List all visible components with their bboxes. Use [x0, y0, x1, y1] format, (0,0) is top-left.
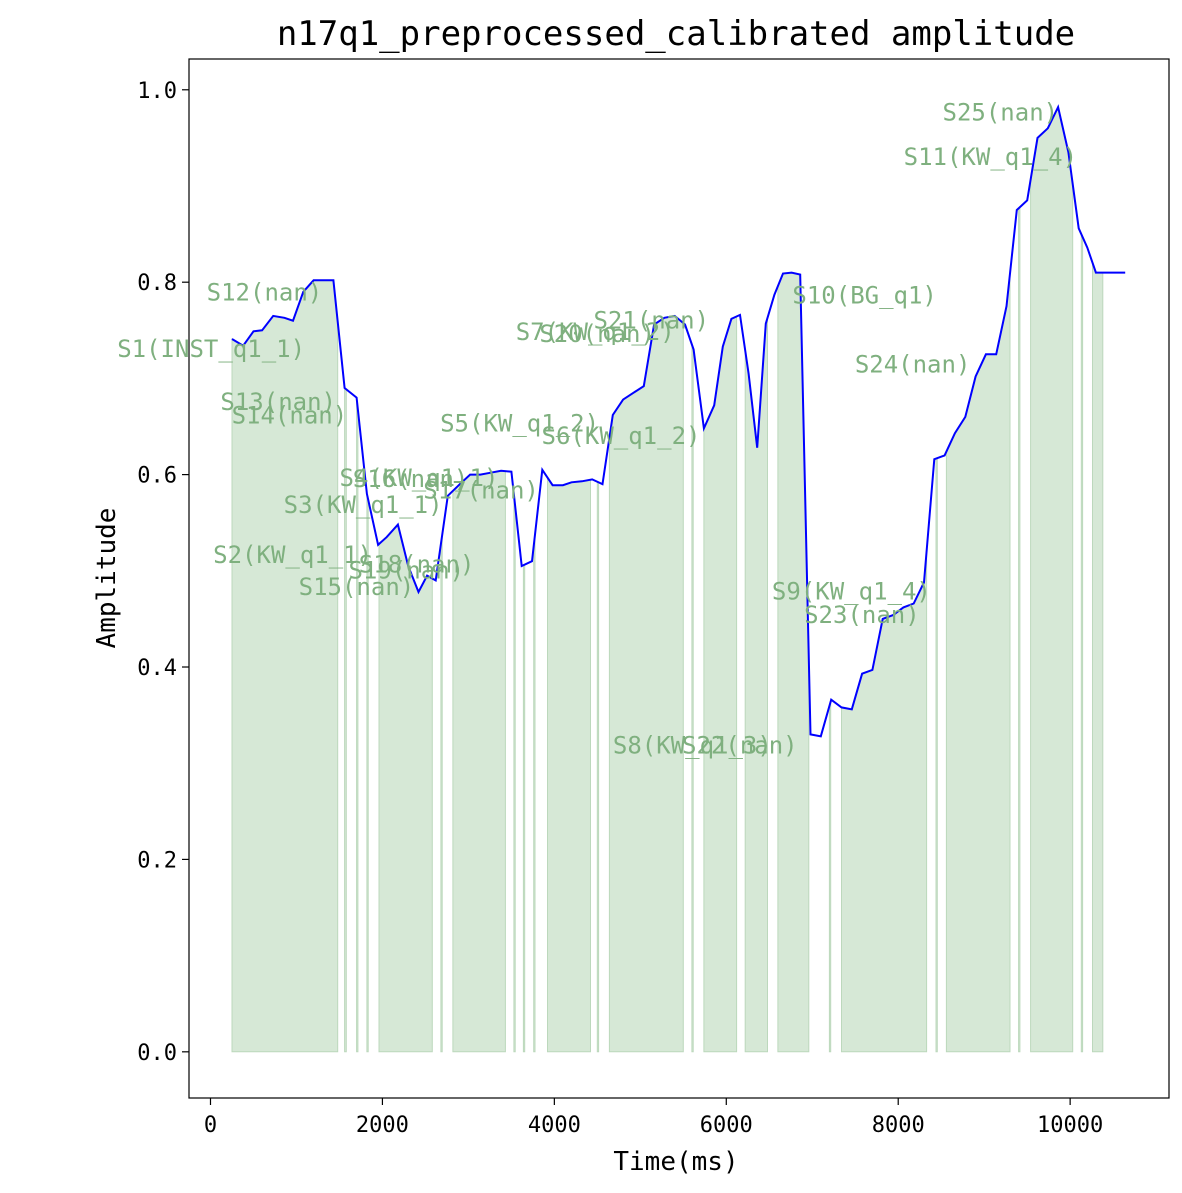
chart-title: n17q1_preprocessed_calibrated amplitude [277, 14, 1075, 54]
segment-annotation: S24(nan) [855, 351, 971, 379]
y-axis-label: Amplitude [92, 508, 122, 649]
y-tick-label: 0.8 [137, 271, 177, 296]
segment-annotation: S14(nan) [232, 402, 348, 430]
segment-annotation: S12(nan) [207, 278, 323, 306]
segment-band [522, 563, 526, 1053]
segment-annotation: S8(KW_q1_3) [613, 732, 772, 760]
segment-annotation: S6(KW_q1_2) [542, 422, 701, 450]
segment-annotation: S22(nan) [682, 732, 798, 760]
segment-annotation: S20(nan) [539, 320, 655, 348]
annotations-layer: S1(INST_q1_1) S2(KW_q1_1) S3(KW_q1_1)S4(KW… [117, 99, 1077, 760]
segment-band [440, 535, 443, 1053]
x-tick-label: 2000 [356, 1113, 409, 1138]
x-tick-label: 10000 [1037, 1113, 1103, 1138]
segment-annotation: S21(nan) [593, 306, 709, 334]
x-tick-label: 4000 [528, 1113, 581, 1138]
segment-annotation: S4(KW_q1_1) [340, 464, 499, 492]
segment-band [744, 317, 768, 1053]
segment-annotation: S2(KW_q1_1) [213, 541, 372, 569]
segments-layer [231, 105, 1104, 1053]
segment-band [1080, 233, 1084, 1053]
segment-annotation: S25(nan) [943, 99, 1059, 127]
x-tick-label: 6000 [700, 1113, 753, 1138]
segment-band [935, 457, 938, 1053]
segment-annotation: S15(nan) [299, 573, 415, 601]
segment-annotation: S23(nan) [804, 601, 920, 629]
segment-annotation: S7(KW_q1_2) [516, 318, 675, 346]
segment-band [547, 475, 591, 1053]
segment-annotation: S17(nan) [423, 477, 539, 505]
segment-annotation: S19(nan) [348, 557, 464, 585]
y-tick-label: 1.0 [137, 79, 177, 104]
segment-band [596, 481, 600, 1053]
y-tick-label: 0.6 [137, 464, 177, 489]
segment-band [703, 315, 738, 1053]
segment-band [378, 523, 433, 1053]
plot-area: S1(INST_q1_1) S2(KW_q1_1) S3(KW_q1_1)S4(KW… [117, 58, 1170, 1099]
x-axis: 0 2000 4000 6000 8000 10000 [204, 1098, 1103, 1138]
segment-band [691, 344, 694, 1053]
segment-band [533, 534, 536, 1053]
segment-annotation: S11(KW_q1_4) [904, 143, 1077, 171]
y-tick-label: 0.0 [137, 1041, 177, 1066]
segment-annotation: S1(INST_q1_1) [117, 335, 305, 363]
y-tick-label: 0.2 [137, 848, 177, 873]
segment-band [513, 495, 516, 1053]
x-tick-label: 8000 [872, 1113, 925, 1138]
segment-annotation: S3(KW_q1_1) [284, 491, 443, 519]
segment-band [1030, 105, 1074, 1053]
segment-band [828, 701, 832, 1053]
segment-annotation: S16(nan) [353, 465, 469, 493]
segment-band [1018, 206, 1021, 1053]
segment-annotation: S13(nan) [220, 388, 336, 416]
series-line [231, 104, 1126, 738]
segment-annotation: S18(nan) [359, 551, 475, 579]
segment-band [945, 274, 1011, 1053]
y-axis: 0.0 0.2 0.4 0.6 0.8 1.0 [137, 79, 189, 1066]
line-layer [231, 104, 1126, 738]
x-axis-label: Time(ms) [613, 1147, 738, 1177]
segment-band [777, 272, 810, 1053]
y-tick-label: 0.4 [137, 656, 177, 681]
segment-annotation: S5(KW_q1_2) [440, 409, 599, 437]
plot-frame [188, 58, 1170, 1099]
x-tick-label: 0 [204, 1113, 217, 1138]
segment-band [1092, 262, 1104, 1053]
segment-annotation: S9(KW_q1_4) [772, 578, 931, 606]
segment-annotation: S10(BG_q1) [792, 281, 937, 309]
